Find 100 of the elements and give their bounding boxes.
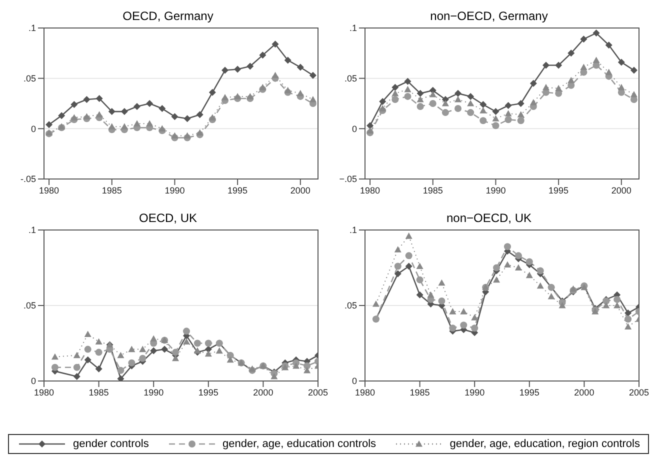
x-tick-label: 1995 (198, 387, 218, 398)
x-tick-label: 2000 (290, 185, 310, 196)
x-tick-label: 1985 (410, 387, 430, 398)
point (379, 105, 386, 112)
point (405, 252, 412, 260)
point (139, 346, 146, 352)
point (467, 92, 474, 100)
point (366, 122, 374, 130)
point (416, 291, 424, 298)
x-tick-label: 2005 (308, 387, 328, 398)
legend-label: gender controls (73, 438, 149, 450)
point (442, 100, 449, 106)
point (73, 372, 80, 380)
point (568, 50, 575, 57)
point (96, 111, 103, 118)
point (120, 123, 128, 130)
x-tick-label: 1985 (102, 185, 122, 196)
y-tick-label: .05 (344, 300, 357, 311)
point (134, 120, 141, 126)
point (454, 105, 462, 112)
point (117, 352, 124, 358)
x-tick-label: 1995 (519, 387, 540, 398)
y-tick-label: .05 (344, 74, 357, 84)
point (614, 296, 621, 303)
point (514, 264, 522, 271)
y-tick-label: 0 (30, 124, 36, 134)
point (517, 117, 524, 124)
x-tick-label: 1980 (354, 387, 376, 398)
point (429, 100, 436, 107)
point (234, 66, 242, 73)
x-tick-label: 1990 (464, 387, 485, 398)
point (605, 68, 612, 76)
point (555, 84, 562, 92)
y-tick-label: .1 (349, 23, 357, 34)
x-tick-label: 2000 (253, 387, 274, 398)
point (394, 270, 402, 278)
point (108, 123, 116, 130)
point (624, 316, 632, 323)
point (405, 232, 412, 239)
point (73, 364, 80, 371)
point (416, 90, 424, 97)
point (208, 88, 216, 96)
y-tick-label: .05 (23, 74, 36, 84)
point (158, 125, 166, 132)
y-tick-label: −.05 (339, 174, 357, 184)
point (460, 322, 468, 329)
point (117, 375, 124, 381)
point (404, 78, 412, 85)
point (471, 314, 478, 320)
point (304, 362, 311, 370)
point (161, 346, 168, 353)
point (492, 122, 500, 130)
point (394, 262, 402, 270)
point (146, 120, 154, 126)
point (234, 92, 242, 100)
point (83, 96, 90, 103)
point (246, 62, 254, 70)
point (95, 338, 102, 345)
point (70, 114, 78, 120)
point (51, 353, 58, 360)
point (404, 92, 412, 100)
point (504, 261, 511, 268)
point (493, 264, 500, 272)
point (454, 96, 462, 102)
point (171, 113, 178, 120)
x-tick-label: 1985 (88, 387, 109, 398)
point (467, 100, 474, 106)
x-tick-label: 1980 (360, 185, 380, 196)
point (624, 310, 632, 317)
point (392, 84, 399, 91)
point (366, 127, 374, 134)
point (630, 66, 638, 74)
point (292, 362, 300, 369)
point (146, 100, 154, 107)
point (605, 42, 612, 49)
point (284, 86, 292, 94)
point (296, 90, 304, 96)
point (480, 117, 487, 124)
point (416, 276, 424, 284)
point (624, 323, 632, 330)
point (449, 324, 456, 332)
point (392, 96, 399, 103)
point (139, 354, 146, 362)
point (204, 340, 212, 347)
point (184, 115, 191, 122)
legend-label: gender, age, education controls (222, 438, 376, 450)
point (46, 121, 53, 128)
point (221, 66, 228, 74)
legend-label: gender, age, education, region controls (450, 438, 640, 450)
point (150, 347, 158, 354)
y-tick-label: 0 (352, 376, 357, 386)
point (272, 72, 279, 78)
point (128, 346, 136, 352)
point (536, 282, 544, 289)
point (84, 346, 92, 353)
point (51, 364, 58, 371)
point (429, 90, 436, 98)
point (492, 115, 500, 122)
point (467, 109, 474, 116)
point (504, 243, 511, 250)
